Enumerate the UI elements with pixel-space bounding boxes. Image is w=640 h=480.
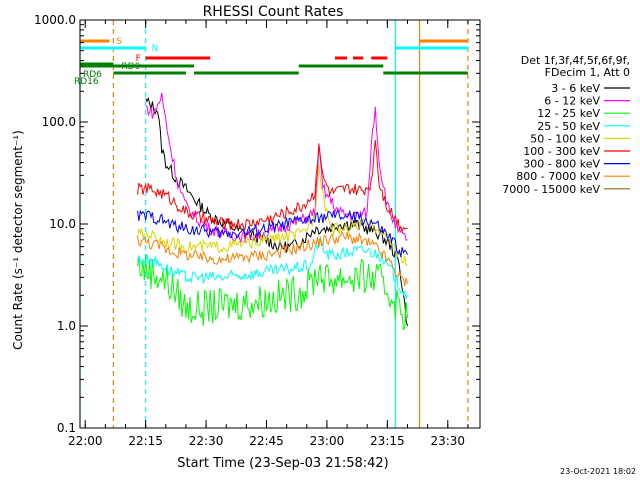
x-tick-label: 23:00 [310, 434, 345, 448]
y-axis-label: Count Rate (s⁻¹ detector segment⁻¹) [11, 130, 25, 350]
x-tick-label: 22:45 [249, 434, 284, 448]
y-tick-label: 1000.0 [34, 13, 76, 27]
series-line [137, 140, 408, 234]
series-line [137, 208, 408, 258]
legend-header: FDecim 1, Att 0 [545, 66, 630, 79]
flag-label: S [116, 37, 122, 47]
flag-label: RD0 [121, 62, 140, 72]
x-tick-label: 22:30 [189, 434, 224, 448]
x-tick-label: 22:00 [68, 434, 103, 448]
x-tick-label: 22:15 [128, 434, 163, 448]
flag-label: RD6 [83, 70, 102, 80]
y-tick-label: 10.0 [49, 217, 76, 231]
x-axis-ticks: 22:00 22:15 22:30 22:45 23:00 23:15 23:30 [68, 20, 469, 448]
y-axis-ticks: 0.1 1.0 10.0 100.0 1000.0 [34, 13, 480, 435]
legend-label: 6 - 12 keV [544, 95, 600, 108]
y-tick-label: 0.1 [57, 421, 76, 435]
legend-label: 100 - 300 keV [523, 145, 600, 158]
series-line [137, 230, 408, 287]
legend: Det 1f,3f,4f,5f,6f,9f,FDecim 1, Att 0 3 -… [502, 54, 630, 196]
series-lines [137, 92, 408, 331]
legend-label: 3 - 6 keV [551, 82, 600, 95]
flag-label: N [152, 44, 159, 54]
x-axis-label: Start Time (23-Sep-03 21:58:42) [177, 456, 388, 471]
series-line [137, 254, 408, 331]
legend-label: 7000 - 15000 keV [502, 183, 600, 196]
y-tick-label: 100.0 [42, 115, 76, 129]
series-line [145, 96, 408, 327]
y-tick-label: 1.0 [57, 319, 76, 333]
legend-label: 12 - 25 keV [537, 107, 600, 120]
legend-label: 800 - 7000 keV [516, 170, 600, 183]
chart-title: RHESSI Count Rates [203, 4, 344, 20]
flag-label: F [136, 54, 141, 64]
legend-label: 50 - 100 keV [530, 132, 600, 145]
x-tick-label: 23:30 [430, 434, 465, 448]
legend-label: 25 - 50 keV [537, 120, 600, 133]
flag-label: RD16 [74, 77, 99, 87]
series-line [137, 164, 408, 267]
footer-date: 23-Oct-2021 18:02 [560, 467, 636, 476]
series-line [137, 235, 408, 301]
legend-label: 300 - 800 keV [523, 158, 600, 171]
x-tick-label: 23:15 [370, 434, 405, 448]
legend-header: Det 1f,3f,4f,5f,6f,9f, [521, 54, 630, 67]
